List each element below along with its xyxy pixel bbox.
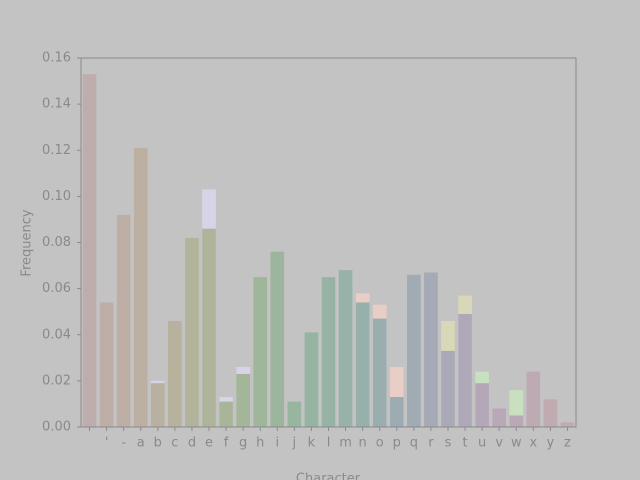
x-tick-label: r bbox=[428, 436, 434, 451]
x-tick-label: a bbox=[137, 436, 145, 451]
x-tick-label: j bbox=[292, 436, 297, 451]
x-tick-label: q bbox=[410, 436, 418, 451]
x-tick-label: s bbox=[445, 436, 452, 451]
bar bbox=[202, 228, 216, 427]
x-tick-label: l bbox=[327, 436, 331, 451]
x-tick-label: v bbox=[495, 436, 503, 451]
bar bbox=[492, 408, 507, 427]
bar bbox=[150, 383, 165, 427]
bar bbox=[509, 415, 524, 427]
bar bbox=[304, 332, 319, 427]
bar bbox=[560, 422, 575, 427]
bar bbox=[475, 383, 489, 427]
y-tick-label: 0.06 bbox=[42, 281, 71, 296]
x-tick-label: f bbox=[224, 436, 229, 451]
bar bbox=[253, 277, 268, 427]
bar bbox=[424, 272, 438, 427]
bar bbox=[526, 371, 541, 427]
x-tick-label: d bbox=[188, 436, 196, 451]
y-tick-label: 0.04 bbox=[42, 327, 71, 342]
y-axis-label: Frequency bbox=[20, 209, 35, 276]
bar bbox=[133, 147, 148, 427]
y-tick-label: 0.08 bbox=[42, 235, 71, 250]
bar bbox=[407, 274, 421, 427]
bar bbox=[82, 74, 97, 428]
bar bbox=[168, 320, 182, 427]
x-tick-label: b bbox=[154, 436, 162, 451]
bar bbox=[116, 214, 131, 427]
bar bbox=[287, 401, 302, 427]
x-tick-label: n bbox=[359, 436, 367, 451]
bar bbox=[185, 237, 199, 427]
bar bbox=[321, 277, 336, 427]
y-tick-label: 0.00 bbox=[42, 420, 71, 435]
y-tick-label: 0.16 bbox=[42, 51, 71, 66]
bar bbox=[236, 373, 250, 427]
x-tick-label: t bbox=[462, 436, 467, 451]
y-tick-label: 0.12 bbox=[42, 143, 71, 158]
x-tick-label: i bbox=[275, 436, 279, 451]
x-tick-label: h bbox=[256, 436, 264, 451]
x-tick-label: ' bbox=[105, 436, 109, 451]
bar bbox=[355, 302, 370, 427]
x-tick-label: c bbox=[171, 436, 178, 451]
x-tick-label: e bbox=[205, 436, 213, 451]
bar bbox=[219, 401, 233, 427]
x-tick-label: p bbox=[393, 436, 401, 451]
bar bbox=[270, 251, 285, 427]
bar bbox=[372, 318, 387, 427]
bar bbox=[543, 399, 558, 427]
bar bbox=[458, 313, 472, 427]
y-tick-label: 0.02 bbox=[42, 373, 71, 388]
x-axis-label: Character bbox=[296, 472, 361, 480]
x-tick-label: x bbox=[529, 436, 537, 451]
x-tick-label: w bbox=[511, 436, 522, 451]
bar bbox=[389, 397, 404, 427]
y-tick-label: 0.10 bbox=[42, 189, 71, 204]
x-tick-label: z bbox=[564, 436, 571, 451]
bar bbox=[338, 270, 353, 427]
y-tick-label: 0.14 bbox=[42, 97, 71, 112]
bar bbox=[99, 302, 114, 427]
plot-frame bbox=[80, 57, 577, 428]
x-tick-label: - bbox=[121, 436, 126, 451]
x-tick-label: g bbox=[239, 436, 247, 451]
x-tick-label: y bbox=[547, 436, 555, 451]
x-tick-label: u bbox=[478, 436, 486, 451]
x-tick-label: k bbox=[308, 436, 316, 451]
bar bbox=[441, 350, 455, 427]
x-tick-label: o bbox=[376, 436, 384, 451]
x-tick-label: m bbox=[339, 436, 352, 451]
